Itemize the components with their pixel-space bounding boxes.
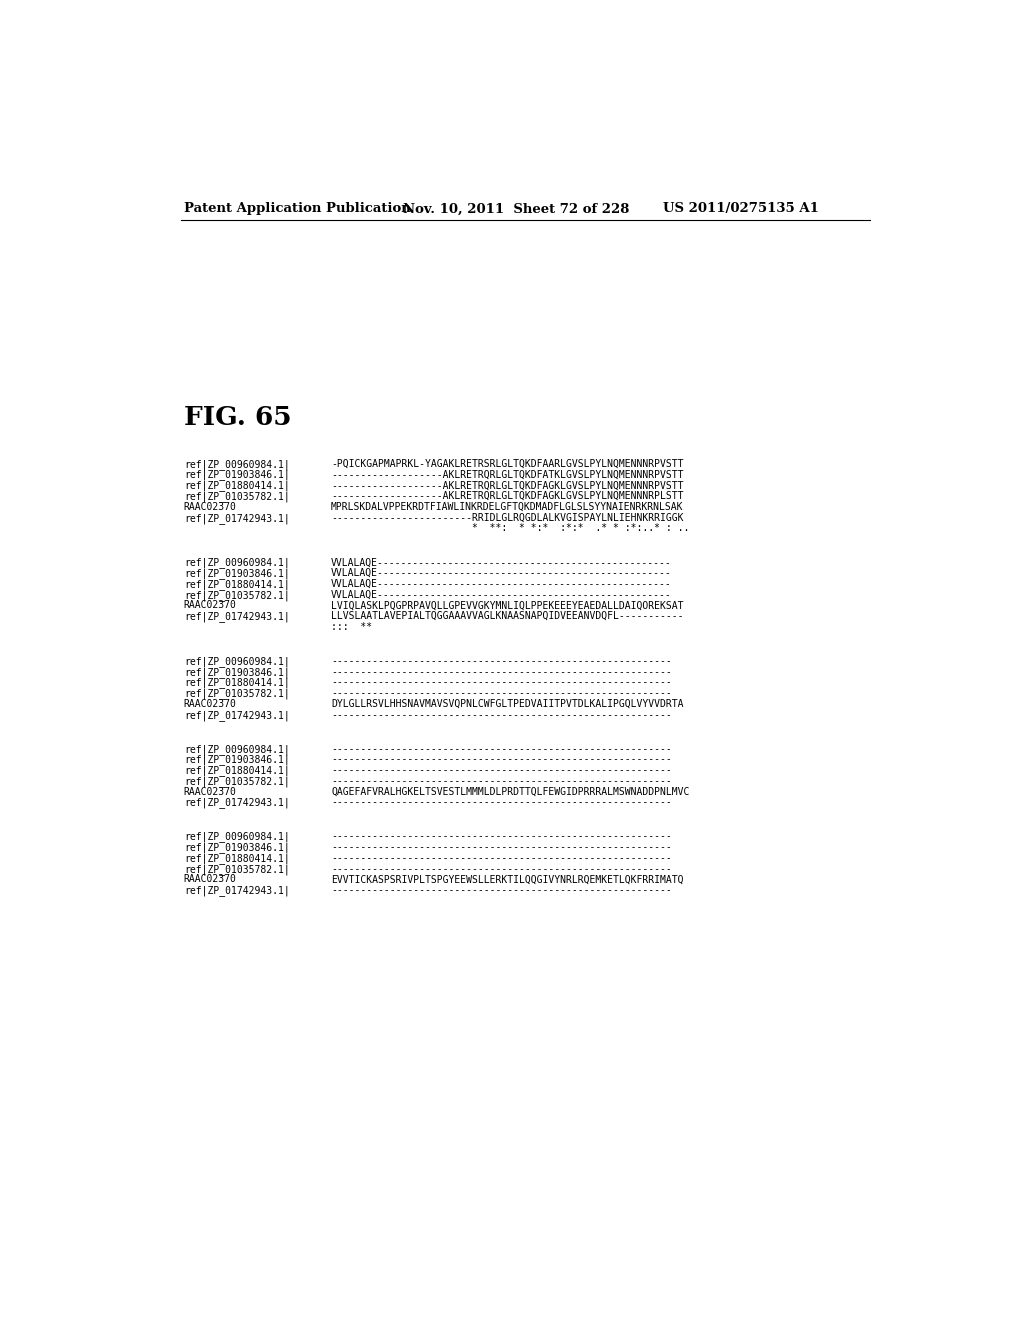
Text: ref|ZP_00960984.1|: ref|ZP_00960984.1| (183, 743, 290, 755)
Text: ----------------------------------------------------------: ----------------------------------------… (331, 853, 672, 863)
Text: ----------------------------------------------------------: ----------------------------------------… (331, 677, 672, 688)
Text: FIG. 65: FIG. 65 (183, 405, 292, 430)
Text: ref|ZP_00960984.1|: ref|ZP_00960984.1| (183, 459, 290, 470)
Text: ----------------------------------------------------------: ----------------------------------------… (331, 743, 672, 754)
Text: VVLALAQE--------------------------------------------------: VVLALAQE--------------------------------… (331, 579, 672, 589)
Text: ref|ZP_00960984.1|: ref|ZP_00960984.1| (183, 656, 290, 667)
Text: ----------------------------------------------------------: ----------------------------------------… (331, 863, 672, 874)
Text: ref|ZP_01742943.1|: ref|ZP_01742943.1| (183, 886, 290, 896)
Text: RAAC02370: RAAC02370 (183, 502, 237, 512)
Text: ----------------------------------------------------------: ----------------------------------------… (331, 755, 672, 764)
Text: MPRLSKDALVPPEKRDTFIAWLINKRDELGFTQKDMADFLGLSLSYYNAIENRKRNLSAK: MPRLSKDALVPPEKRDTFIAWLINKRDELGFTQKDMADFL… (331, 502, 684, 512)
Text: ----------------------------------------------------------: ----------------------------------------… (331, 688, 672, 698)
Text: ----------------------------------------------------------: ----------------------------------------… (331, 766, 672, 775)
Text: -------------------AKLRETRQRLGLTQKDFATKLGVSLPYLNQMENNNRPVSTT: -------------------AKLRETRQRLGLTQKDFATKL… (331, 470, 684, 479)
Text: LLVSLAATLAVEPIALTQGGAAAVVAGLKNAASNAPQIDVEEANVDQFL-----------: LLVSLAATLAVEPIALTQGGAAAVVAGLKNAASNAPQIDV… (331, 611, 684, 622)
Text: ref|ZP_00960984.1|: ref|ZP_00960984.1| (183, 557, 290, 568)
Text: ----------------------------------------------------------: ----------------------------------------… (331, 776, 672, 785)
Text: ref|ZP_01903846.1|: ref|ZP_01903846.1| (183, 568, 290, 579)
Text: ref|ZP_01880414.1|: ref|ZP_01880414.1| (183, 579, 290, 590)
Text: ref|ZP_01035782.1|: ref|ZP_01035782.1| (183, 590, 290, 601)
Text: ref|ZP_01880414.1|: ref|ZP_01880414.1| (183, 480, 290, 491)
Text: VVLALAQE--------------------------------------------------: VVLALAQE--------------------------------… (331, 557, 672, 568)
Text: RAAC02370: RAAC02370 (183, 875, 237, 884)
Text: ref|ZP_01035782.1|: ref|ZP_01035782.1| (183, 776, 290, 787)
Text: ----------------------------------------------------------: ----------------------------------------… (331, 656, 672, 665)
Text: :::  **: ::: ** (331, 622, 372, 632)
Text: ref|ZP_00960984.1|: ref|ZP_00960984.1| (183, 832, 290, 842)
Text: ref|ZP_01742943.1|: ref|ZP_01742943.1| (183, 710, 290, 721)
Text: DYLGLLRSVLHHSNAVMAVSVQPNLCWFGLTPEDVAIITPVTDLKALIPGQLVYVVDRTA: DYLGLLRSVLHHSNAVMAVSVQPNLCWFGLTPEDVAIITP… (331, 700, 684, 709)
Text: US 2011/0275135 A1: US 2011/0275135 A1 (663, 202, 818, 215)
Text: VVLALAQE--------------------------------------------------: VVLALAQE--------------------------------… (331, 568, 672, 578)
Text: QAGEFAFVRALHGKELTSVESTLMMMLDLPRDTTQLFEWGIDPRRRALMSWNADDPNLMVC: QAGEFAFVRALHGKELTSVESTLMMMLDLPRDTTQLFEWG… (331, 787, 689, 797)
Text: -PQICKGAPMAPRKL-YAGAKLRETRSRLGLTQKDFAARLGVSLPYLNQMENNNRPVSTT: -PQICKGAPMAPRKL-YAGAKLRETRSRLGLTQKDFAARL… (331, 459, 684, 469)
Text: Nov. 10, 2011  Sheet 72 of 228: Nov. 10, 2011 Sheet 72 of 228 (403, 202, 630, 215)
Text: VVLALAQE--------------------------------------------------: VVLALAQE--------------------------------… (331, 590, 672, 599)
Text: ref|ZP_01035782.1|: ref|ZP_01035782.1| (183, 688, 290, 700)
Text: ref|ZP_01903846.1|: ref|ZP_01903846.1| (183, 755, 290, 766)
Text: ref|ZP_01035782.1|: ref|ZP_01035782.1| (183, 491, 290, 502)
Text: ref|ZP_01903846.1|: ref|ZP_01903846.1| (183, 667, 290, 677)
Text: ref|ZP_01742943.1|: ref|ZP_01742943.1| (183, 797, 290, 808)
Text: ref|ZP_01880414.1|: ref|ZP_01880414.1| (183, 766, 290, 776)
Text: *  **:  * *:*  :*:*  .* * :*:..* : ..: * **: * *:* :*:* .* * :*:..* : .. (331, 524, 689, 533)
Text: ref|ZP_01903846.1|: ref|ZP_01903846.1| (183, 842, 290, 853)
Text: LVIQLASKLPQGPRPAVQLLGPEVVGKYMNLIQLPPEKEEEYEAEDALLDAIQOREKSAT: LVIQLASKLPQGPRPAVQLLGPEVVGKYMNLIQLPPEKEE… (331, 601, 684, 610)
Text: -------------------AKLRETRQRLGLTQKDFAGKLGVSLPYLNQMENNNRPLSTT: -------------------AKLRETRQRLGLTQKDFAGKL… (331, 491, 684, 502)
Text: ----------------------------------------------------------: ----------------------------------------… (331, 886, 672, 895)
Text: ref|ZP_01035782.1|: ref|ZP_01035782.1| (183, 863, 290, 875)
Text: ----------------------------------------------------------: ----------------------------------------… (331, 797, 672, 808)
Text: RAAC02370: RAAC02370 (183, 700, 237, 709)
Text: ref|ZP_01742943.1|: ref|ZP_01742943.1| (183, 512, 290, 524)
Text: -------------------AKLRETRQRLGLTQKDFAGKLGVSLPYLNQMENNNRPVSTT: -------------------AKLRETRQRLGLTQKDFAGKL… (331, 480, 684, 490)
Text: ref|ZP_01903846.1|: ref|ZP_01903846.1| (183, 470, 290, 480)
Text: ------------------------RRIDLGLRQGDLALKVGISPAYLNLIEHNKRRIGGK: ------------------------RRIDLGLRQGDLALKV… (331, 512, 684, 523)
Text: ----------------------------------------------------------: ----------------------------------------… (331, 842, 672, 853)
Text: ref|ZP_01742943.1|: ref|ZP_01742943.1| (183, 611, 290, 622)
Text: RAAC02370: RAAC02370 (183, 601, 237, 610)
Text: ----------------------------------------------------------: ----------------------------------------… (331, 832, 672, 841)
Text: RAAC02370: RAAC02370 (183, 787, 237, 797)
Text: ref|ZP_01880414.1|: ref|ZP_01880414.1| (183, 853, 290, 863)
Text: ref|ZP_01880414.1|: ref|ZP_01880414.1| (183, 677, 290, 688)
Text: ----------------------------------------------------------: ----------------------------------------… (331, 710, 672, 719)
Text: EVVTICKASPSRIVPLTSPGYEEWSLLERKTILQQGIVYNRLRQEMKETLQKFRRIMATQ: EVVTICKASPSRIVPLTSPGYEEWSLLERKTILQQGIVYN… (331, 875, 684, 884)
Text: ----------------------------------------------------------: ----------------------------------------… (331, 667, 672, 677)
Text: Patent Application Publication: Patent Application Publication (183, 202, 411, 215)
